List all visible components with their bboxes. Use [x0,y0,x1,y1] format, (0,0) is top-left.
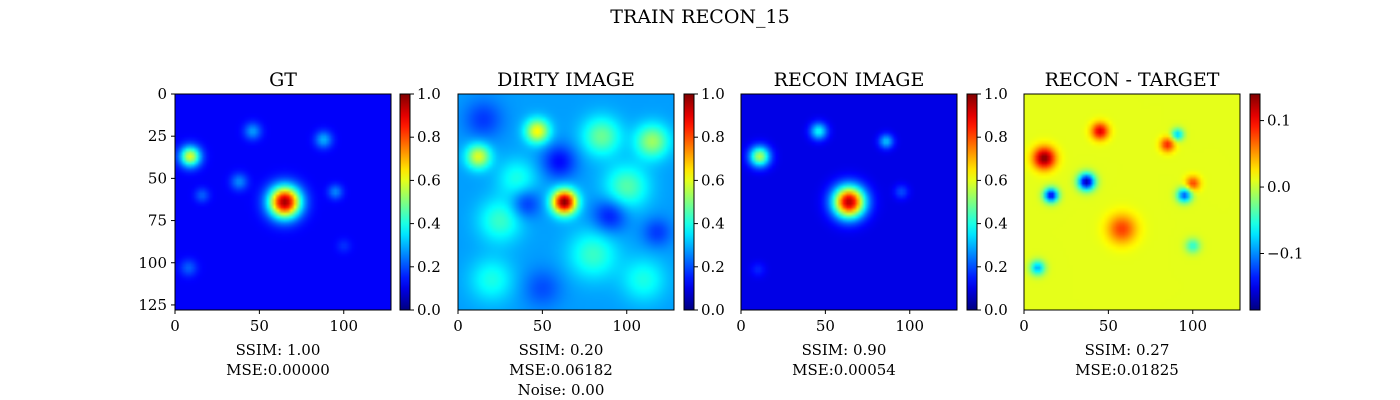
panels-group: GT 0 50 100 0 25 50 75 100 125 0.0 0.2 0.4 0.6 0.8 1.0 S… [138,69,1303,399]
colorbar-2 [966,93,978,311]
y-tick-label: 100 [138,254,167,272]
x-tick-label: 50 [1099,317,1118,335]
colorbar-1 [683,93,695,311]
caption-line-0-0: SSIM: 1.00 [236,341,321,359]
panel-title-3: RECON - TARGET [1045,69,1220,91]
colorbar-tick-label: 0.0 [984,301,1008,319]
x-tick-label: 0 [170,317,180,335]
colorbar-tick-label: 0.0 [417,301,441,319]
colorbar-tick-label: 1.0 [417,85,441,103]
x-tick-label: 0 [736,317,746,335]
caption-line-1-1: MSE:0.06182 [509,361,613,379]
plot-frame-3 [1023,93,1241,311]
colorbar-tick-label: 1.0 [701,85,725,103]
colorbar-3 [1249,93,1261,311]
colorbar-tick-label: 1.0 [984,85,1008,103]
colorbar-tick-label: 0.0 [1267,178,1291,196]
caption-line-1-0: SSIM: 0.20 [519,341,604,359]
colorbar-tick-label: 0.4 [984,215,1008,233]
colorbar-0 [399,93,411,311]
plot-frame-0 [174,93,392,311]
colorbar-tick-label: 0.2 [701,258,725,276]
x-tick-label: 0 [1019,317,1029,335]
heatmap-image-1 [458,94,674,310]
colorbar-tick-label: 0.1 [1267,112,1291,130]
caption-line-3-1: MSE:0.01825 [1075,361,1179,379]
panel-title-0: GT [269,69,297,91]
plot-frame-1 [457,93,675,311]
colorbar-tick-label: 0.8 [701,128,725,146]
colorbar-tick-label: 0.2 [984,258,1008,276]
colorbar-tick-label: 0.4 [417,215,441,233]
y-tick-label: 125 [138,296,167,314]
colorbar-tick-label: 0.6 [417,171,441,189]
colorbar-tick-label: 0.8 [417,128,441,146]
colorbar-tick-label: 0.2 [417,258,441,276]
x-tick-label: 50 [250,317,269,335]
colorbar-tick-label: −0.1 [1267,245,1303,263]
figure-suptitle: TRAIN RECON_15 [610,6,789,28]
heatmap-image-2 [741,94,957,310]
x-tick-label: 100 [329,317,358,335]
caption-line-0-1: MSE:0.00000 [226,361,330,379]
y-tick-label: 25 [148,127,167,145]
panel-title-1: DIRTY IMAGE [497,69,635,91]
caption-line-2-1: MSE:0.00054 [792,361,896,379]
x-tick-label: 100 [612,317,641,335]
x-tick-label: 100 [1178,317,1207,335]
x-tick-label: 50 [816,317,835,335]
y-tick-label: 75 [148,212,167,230]
panel-title-2: RECON IMAGE [774,69,925,91]
colorbar-tick-label: 0.6 [984,171,1008,189]
colorbar-tick-label: 0.0 [701,301,725,319]
x-tick-label: 50 [533,317,552,335]
colorbar-tick-label: 0.4 [701,215,725,233]
colorbar-tick-label: 0.6 [701,171,725,189]
colorbar-tick-label: 0.8 [984,128,1008,146]
heatmap-image-0 [175,94,391,310]
caption-line-2-0: SSIM: 0.90 [802,341,887,359]
y-tick-label: 0 [157,85,167,103]
x-tick-label: 0 [453,317,463,335]
y-tick-label: 50 [148,169,167,187]
caption-line-1-2: Noise: 0.00 [518,381,605,399]
caption-line-3-0: SSIM: 0.27 [1085,341,1170,359]
heatmap-image-3 [1024,94,1240,310]
x-tick-label: 100 [895,317,924,335]
plot-frame-2 [740,93,958,311]
